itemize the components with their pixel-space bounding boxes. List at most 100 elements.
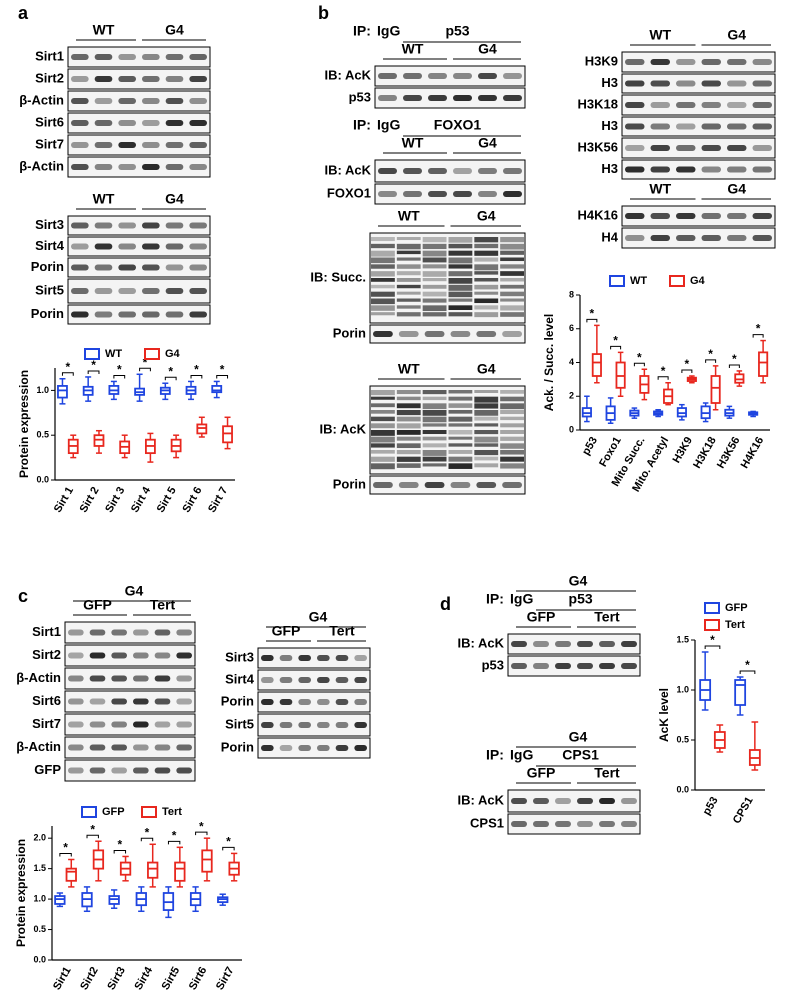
band bbox=[154, 721, 171, 728]
row-label: IB: AcK bbox=[325, 67, 372, 82]
band bbox=[474, 443, 499, 447]
band bbox=[478, 168, 497, 174]
band bbox=[142, 120, 160, 126]
band bbox=[621, 641, 637, 647]
band bbox=[94, 264, 113, 271]
sig-bracket bbox=[87, 370, 100, 374]
band bbox=[625, 80, 645, 87]
band bbox=[335, 655, 349, 661]
box bbox=[57, 385, 68, 399]
panel-letter: a bbox=[18, 3, 29, 23]
band bbox=[701, 145, 721, 151]
band bbox=[422, 416, 447, 423]
band bbox=[752, 80, 772, 87]
legend-label: WT bbox=[105, 348, 122, 360]
band bbox=[298, 677, 311, 683]
band bbox=[165, 288, 184, 294]
sig-label: * bbox=[732, 352, 737, 366]
ip-label: IP: bbox=[353, 117, 371, 133]
band bbox=[422, 463, 447, 467]
blot-row bbox=[64, 621, 196, 644]
band bbox=[396, 416, 421, 422]
band bbox=[448, 443, 473, 447]
sig-label: * bbox=[685, 357, 690, 371]
group-label: Tert bbox=[594, 609, 620, 625]
band bbox=[354, 655, 367, 661]
band bbox=[371, 463, 395, 470]
band bbox=[378, 95, 397, 101]
band bbox=[448, 284, 473, 291]
band bbox=[650, 213, 670, 219]
y-tick-label: 0.0 bbox=[36, 474, 49, 484]
band bbox=[577, 641, 593, 647]
band bbox=[533, 641, 549, 647]
band bbox=[503, 191, 522, 197]
band bbox=[676, 102, 696, 108]
ip-label: IP: bbox=[486, 591, 504, 607]
band bbox=[176, 744, 192, 751]
band bbox=[403, 73, 422, 79]
band bbox=[94, 76, 113, 82]
band bbox=[500, 250, 524, 255]
band bbox=[94, 54, 113, 60]
group-label: WT bbox=[93, 22, 115, 38]
blot-row bbox=[374, 159, 526, 183]
band bbox=[625, 59, 645, 65]
band bbox=[448, 423, 473, 427]
band bbox=[335, 722, 349, 728]
blot-row bbox=[257, 669, 371, 691]
band bbox=[727, 80, 747, 87]
band bbox=[189, 243, 207, 250]
band bbox=[474, 243, 499, 249]
band bbox=[422, 278, 447, 282]
band bbox=[500, 257, 524, 262]
band bbox=[371, 312, 395, 316]
band bbox=[422, 436, 447, 441]
row-label: Sirt3 bbox=[35, 217, 64, 232]
row-label: H4 bbox=[601, 229, 618, 244]
band bbox=[577, 798, 593, 804]
band bbox=[500, 416, 524, 421]
y-tick-label: 2 bbox=[569, 391, 574, 401]
row-label: Sirt6 bbox=[35, 114, 64, 129]
band bbox=[453, 168, 472, 174]
band bbox=[428, 73, 447, 79]
sig-bracket bbox=[728, 364, 740, 368]
band bbox=[727, 213, 747, 219]
band bbox=[378, 73, 397, 79]
panel-letter: b bbox=[318, 3, 329, 23]
band bbox=[176, 767, 192, 774]
band bbox=[396, 298, 421, 302]
band bbox=[478, 95, 497, 101]
band bbox=[261, 745, 274, 751]
band bbox=[373, 482, 393, 488]
band bbox=[71, 98, 89, 104]
band bbox=[428, 191, 447, 197]
band bbox=[371, 423, 395, 429]
band bbox=[71, 76, 89, 82]
band bbox=[599, 821, 615, 827]
x-tick-label: CPS1 bbox=[731, 795, 756, 826]
group-label: WT bbox=[649, 27, 671, 43]
group-label: WT bbox=[398, 361, 420, 377]
band bbox=[165, 311, 184, 318]
blot-row bbox=[621, 94, 776, 116]
row-label: Porin bbox=[221, 739, 254, 754]
band bbox=[71, 164, 89, 170]
x-tick-label: Sirt5 bbox=[160, 965, 183, 992]
band bbox=[422, 410, 447, 416]
group-label: Tert bbox=[594, 765, 620, 781]
band bbox=[118, 76, 136, 82]
sig-label: * bbox=[91, 358, 96, 372]
row-label: β-Actin bbox=[19, 92, 64, 107]
x-tick-label: Sirt2 bbox=[78, 965, 101, 992]
blot-row bbox=[369, 324, 526, 344]
sig-label: * bbox=[637, 350, 642, 364]
band bbox=[676, 213, 696, 219]
band bbox=[474, 463, 499, 468]
band bbox=[752, 213, 772, 219]
band bbox=[625, 145, 645, 151]
band bbox=[727, 145, 747, 151]
band bbox=[71, 243, 89, 250]
box bbox=[108, 895, 120, 905]
